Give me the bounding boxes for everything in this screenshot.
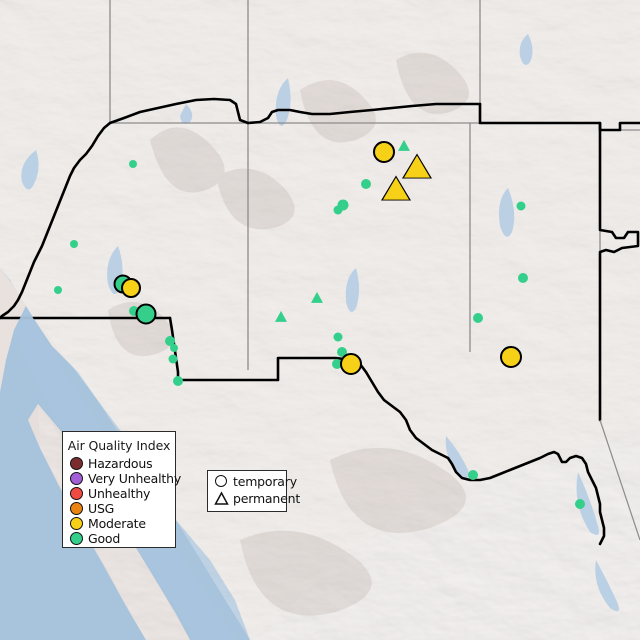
aqi-legend-item-unhealthy[interactable]: Unhealthy xyxy=(63,486,175,501)
triangle-icon xyxy=(214,491,229,506)
aqi-legend-item-good[interactable]: Good xyxy=(63,531,175,546)
site-lascruces-good-b[interactable] xyxy=(337,347,347,357)
site-phoenix-moderate-a[interactable] xyxy=(121,278,141,298)
aqi-legend-item-label: Hazardous xyxy=(88,456,153,471)
aqi-legend-item-label: Unhealthy xyxy=(88,486,151,501)
site-carlsbad-good[interactable] xyxy=(473,313,483,323)
triangle-fill xyxy=(311,292,323,304)
aqi-legend-item-label: Good xyxy=(88,531,121,546)
site-tucumcari-good[interactable] xyxy=(516,201,526,211)
aqi-swatch-icon xyxy=(70,502,83,515)
site-clovis-good[interactable] xyxy=(518,273,528,283)
triangle-fill xyxy=(404,155,430,178)
site-type-legend: temporary permanent xyxy=(207,470,300,512)
site-phoenix-good-small[interactable] xyxy=(129,306,139,316)
site-bloomfield-moderate[interactable] xyxy=(373,141,395,163)
aqi-legend-item-usg[interactable]: USG xyxy=(63,501,175,516)
aqi-legend: Air Quality Index Hazardous Very Unhealth… xyxy=(62,431,181,548)
aqi-legend-rows: Hazardous Very Unhealthy Unhealthy USG Moder… xyxy=(63,456,181,546)
aqi-legend-title: Air Quality Index xyxy=(67,438,171,453)
site-midland-moderate[interactable] xyxy=(500,346,522,368)
aqi-legend-item-very-unhealthy[interactable]: Very Unhealthy xyxy=(63,471,181,486)
site-anthony-good[interactable] xyxy=(332,359,342,369)
triangle-outline xyxy=(214,491,229,505)
aqi-legend-item-label: Very Unhealthy xyxy=(88,471,182,486)
site-gallup-good[interactable] xyxy=(333,205,343,215)
site-nogales-good[interactable] xyxy=(173,376,183,386)
triangle-fill xyxy=(383,177,409,200)
site-flagstaff-good[interactable] xyxy=(129,160,137,168)
site-tucson-good-c[interactable] xyxy=(168,354,178,364)
aqi-legend-item-moderate[interactable]: Moderate xyxy=(63,516,175,531)
site-delrio-good[interactable] xyxy=(575,499,585,509)
site-type-item-permanent[interactable]: permanent xyxy=(208,490,300,507)
site-kingman-good[interactable] xyxy=(70,240,78,248)
site-bullhead-good[interactable] xyxy=(54,286,62,294)
site-bigbend-good[interactable] xyxy=(468,470,478,480)
aqi-swatch-icon xyxy=(70,457,83,470)
site-lascruces-good-a[interactable] xyxy=(333,332,343,342)
aqi-legend-item-label: Moderate xyxy=(88,516,146,531)
circle-icon xyxy=(214,474,229,489)
site-tucson-good-b[interactable] xyxy=(170,344,178,352)
site-phoenix-good-b[interactable] xyxy=(135,303,157,325)
aqi-swatch-icon xyxy=(70,487,83,500)
aqi-swatch-icon xyxy=(70,472,83,485)
aqi-legend-item-hazardous[interactable]: Hazardous xyxy=(63,456,175,471)
circle-outline xyxy=(215,475,227,487)
aqi-swatch-icon xyxy=(70,532,83,545)
triangle-fill xyxy=(275,311,287,323)
site-tucson-good-a[interactable] xyxy=(165,336,175,346)
site-type-legend-rows: temporary permanent xyxy=(208,473,300,507)
site-farmington-good[interactable] xyxy=(361,179,371,189)
site-type-item-temporary[interactable]: temporary xyxy=(208,473,297,490)
aqi-legend-item-label: USG xyxy=(88,501,115,516)
aqi-swatch-icon xyxy=(70,517,83,530)
site-type-label: temporary xyxy=(233,474,297,489)
site-grants-good[interactable] xyxy=(337,199,349,211)
site-type-label: permanent xyxy=(233,491,301,506)
triangle-fill xyxy=(398,140,410,152)
site-elpaso-moderate[interactable] xyxy=(340,353,362,375)
